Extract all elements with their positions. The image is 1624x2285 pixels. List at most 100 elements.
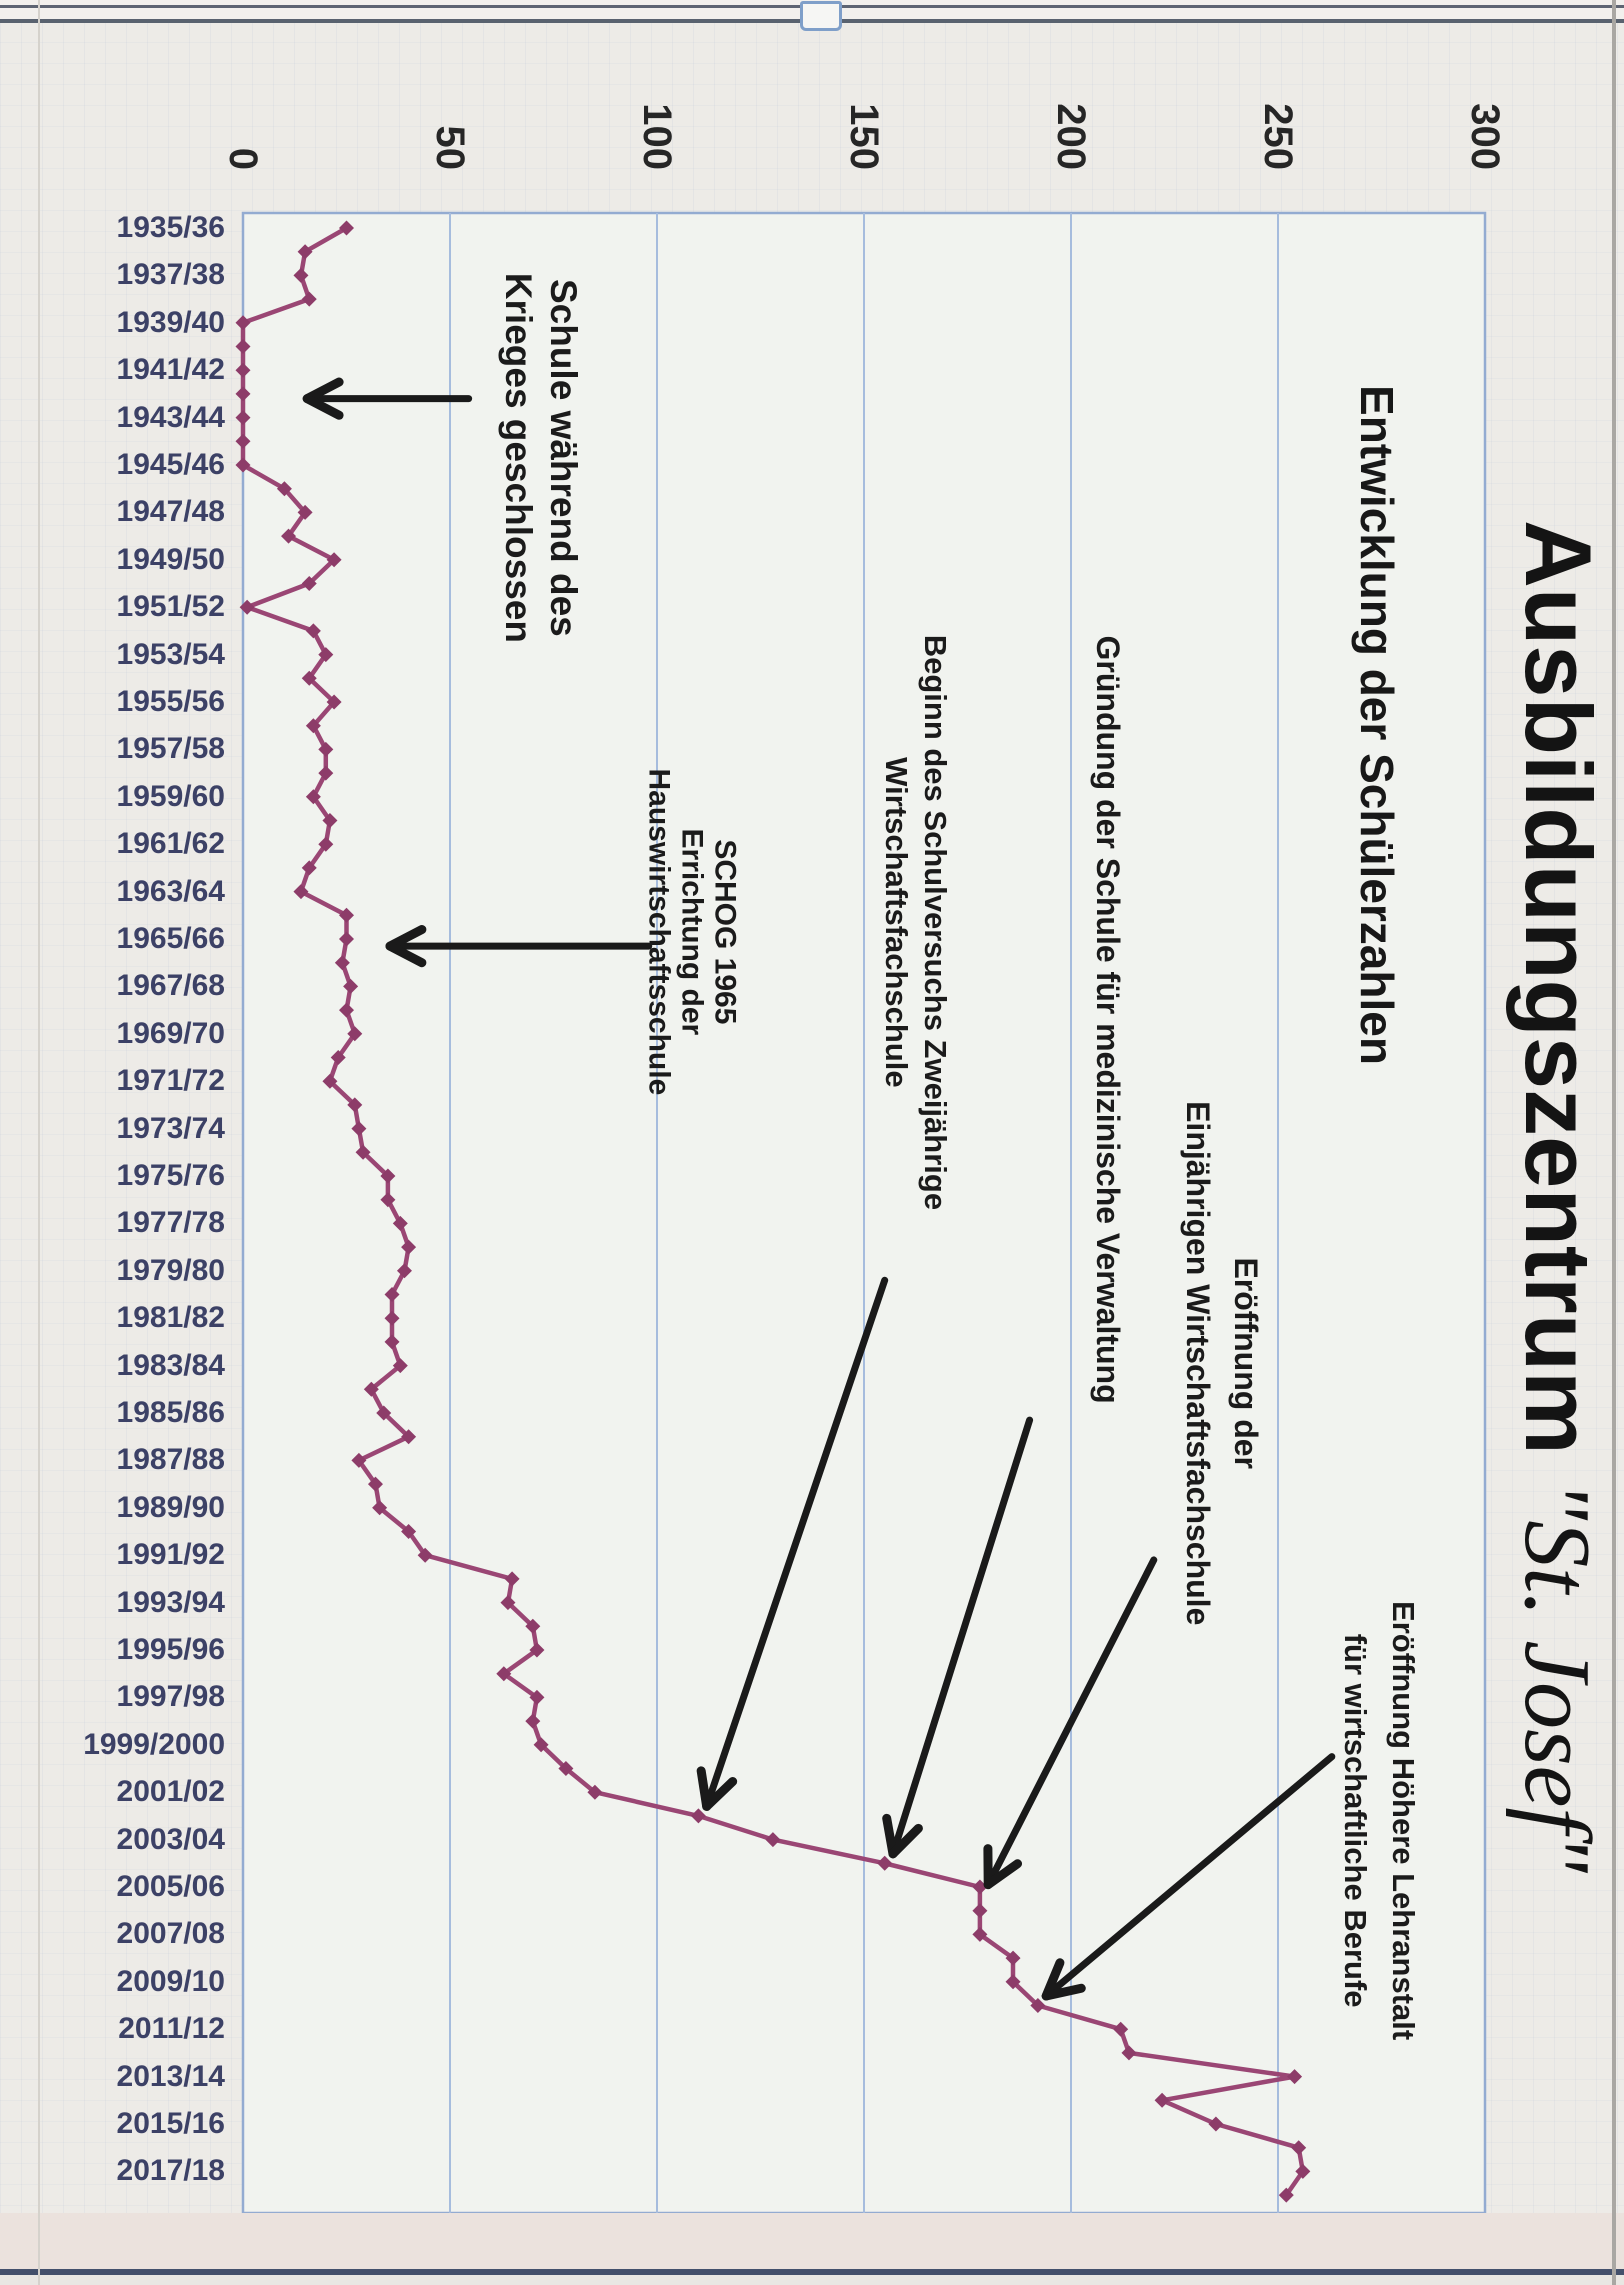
x-category-label-1971-72: 1971/72	[116, 1064, 225, 1098]
data-point-marker	[235, 339, 251, 354]
x-category-label-1945-46: 1945/46	[116, 448, 225, 481]
line-chart-rotated-90deg: Ausbildungszentrum "St. Josef" Entwicklun…	[60, 90, 1624, 2220]
data-point-marker	[305, 623, 321, 639]
x-category-label-2007-08: 2007/08	[116, 1917, 225, 1951]
y-tick-label-300: 300	[1463, 103, 1507, 170]
data-point-marker	[301, 860, 317, 876]
einjaehrig-arrow-shaft	[984, 1556, 1158, 1889]
schog-arrow-head	[385, 924, 427, 951]
data-point-marker	[330, 1050, 346, 1065]
x-category-label-1969-70: 1969/70	[116, 1016, 225, 1050]
x-category-label-2003-04: 2003/04	[116, 1822, 225, 1856]
data-point-marker	[235, 410, 251, 426]
x-category-label-1939-40: 1939/40	[116, 305, 225, 339]
x-category-label-1975-76: 1975/76	[116, 1159, 225, 1192]
x-category-label-2009-10: 2009/10	[116, 1964, 225, 1998]
y-tick-label-150: 150	[842, 103, 886, 170]
data-point-marker	[293, 884, 309, 900]
data-point-marker	[318, 765, 334, 781]
x-category-label-1993-94: 1993/94	[116, 1585, 225, 1619]
beginn-arrow-head	[696, 1766, 712, 1811]
x-category-label-2011-12: 2011/12	[118, 2012, 225, 2046]
annotation-schog: SCHOG 1965 Errichtung der Hauswirtschaftss…	[642, 768, 742, 1096]
data-point-marker	[318, 836, 334, 852]
data-point-marker	[351, 1121, 367, 1137]
chart-title-main: Ausbildungszentrum	[1506, 520, 1611, 1455]
x-category-label-1967-68: 1967/68	[116, 969, 225, 1003]
x-category-label-1965-66: 1965/66	[116, 922, 225, 955]
x-category-label-1947-48: 1947/48	[116, 495, 225, 529]
data-point-marker	[417, 1547, 433, 1563]
data-point-marker	[318, 741, 334, 757]
annotation-hoehere: Eröffnung Höhere Lehranstalt für wirtscha…	[1338, 1601, 1422, 2041]
page-right-edge	[1612, 0, 1616, 2285]
annotation-war: Schule während des Krieges geschlossen	[498, 272, 585, 643]
x-category-label-1999-2000: 1999/2000	[83, 1727, 225, 1761]
data-point-marker	[376, 1405, 392, 1421]
schog-arrow-head	[385, 941, 427, 968]
data-point-marker	[972, 1926, 988, 1942]
data-point-marker	[339, 907, 354, 923]
hoehere-arrow-shaft	[1042, 1753, 1336, 2000]
data-point-marker	[235, 362, 251, 378]
einjaehrig-arrow-head	[983, 1859, 1023, 1890]
data-point-marker	[380, 1192, 396, 1208]
data-point-marker	[339, 931, 354, 947]
data-point-marker	[326, 552, 342, 568]
data-point-marker	[384, 1287, 400, 1302]
x-category-label-2001-02: 2001/02	[116, 1775, 225, 1809]
x-category-label-1941-42: 1941/42	[116, 353, 225, 387]
data-point-marker	[301, 576, 317, 591]
data-point-marker	[235, 433, 251, 449]
chart-title-quoted: "St. Josef"	[1505, 1480, 1609, 1873]
data-point-marker	[351, 1452, 367, 1468]
chart-title: Ausbildungszentrum "St. Josef"	[1498, 520, 1618, 1873]
x-category-label-1977-78: 1977/78	[116, 1206, 225, 1240]
data-point-marker	[347, 1097, 363, 1113]
x-category-label-2015-16: 2015/16	[116, 2107, 225, 2140]
y-tick-label-50: 50	[428, 125, 472, 171]
x-category-label-2017-18: 2017/18	[116, 2154, 225, 2188]
binder-tab	[800, 1, 842, 31]
data-series-line	[240, 225, 1306, 2198]
data-point-marker	[235, 457, 251, 473]
chart-subtitle: Entwicklung der Schülerzahlen	[1351, 385, 1403, 1065]
x-category-label-1953-54: 1953/54	[116, 637, 225, 671]
y-tick-label-250: 250	[1256, 103, 1300, 170]
data-point-marker	[529, 1689, 545, 1705]
x-category-label-1935-36: 1935/36	[116, 211, 225, 244]
data-point-marker	[396, 1263, 412, 1279]
data-point-marker	[500, 1595, 516, 1611]
annotation-beginn: Beginn des Schulversuchs Zweijährige Wirt…	[878, 634, 953, 1211]
data-point-marker	[363, 1381, 379, 1397]
data-point-marker	[1030, 1998, 1046, 2013]
data-point-marker	[301, 291, 317, 307]
data-point-marker	[367, 1476, 383, 1492]
data-point-marker	[276, 481, 292, 497]
x-category-label-1989-90: 1989/90	[116, 1490, 225, 1524]
x-category-label-1991-92: 1991/92	[116, 1538, 225, 1572]
x-category-label-2005-06: 2005/06	[116, 1870, 225, 1903]
plot-area-svg	[235, 211, 1487, 2215]
x-category-label-1957-58: 1957/58	[116, 732, 225, 766]
beginn-arrow-shaft	[703, 1276, 889, 1810]
data-point-marker	[235, 386, 251, 402]
x-category-label-2013-14: 2013/14	[116, 2059, 225, 2093]
annotation-einjaehrig: Eröffnung der Einjährigen Wirtschaftsfach…	[1180, 1101, 1265, 1626]
gruendung-arrow-shaft	[889, 1416, 1034, 1858]
x-category-label-1943-44: 1943/44	[116, 400, 225, 434]
y-tick-label-200: 200	[1049, 103, 1093, 170]
data-point-marker	[326, 694, 342, 710]
x-category-label-1949-50: 1949/50	[116, 542, 225, 576]
data-point-marker	[384, 1310, 400, 1326]
data-point-marker	[297, 244, 313, 260]
data-point-marker	[355, 1144, 371, 1160]
data-point-marker	[322, 813, 338, 828]
data-point-marker	[525, 1713, 541, 1729]
data-point-marker	[339, 220, 354, 236]
data-point-marker	[1005, 1974, 1021, 1990]
data-point-marker	[504, 1571, 520, 1587]
page-bottom-band	[0, 2213, 1624, 2270]
beginn-arrow-head	[702, 1777, 738, 1811]
